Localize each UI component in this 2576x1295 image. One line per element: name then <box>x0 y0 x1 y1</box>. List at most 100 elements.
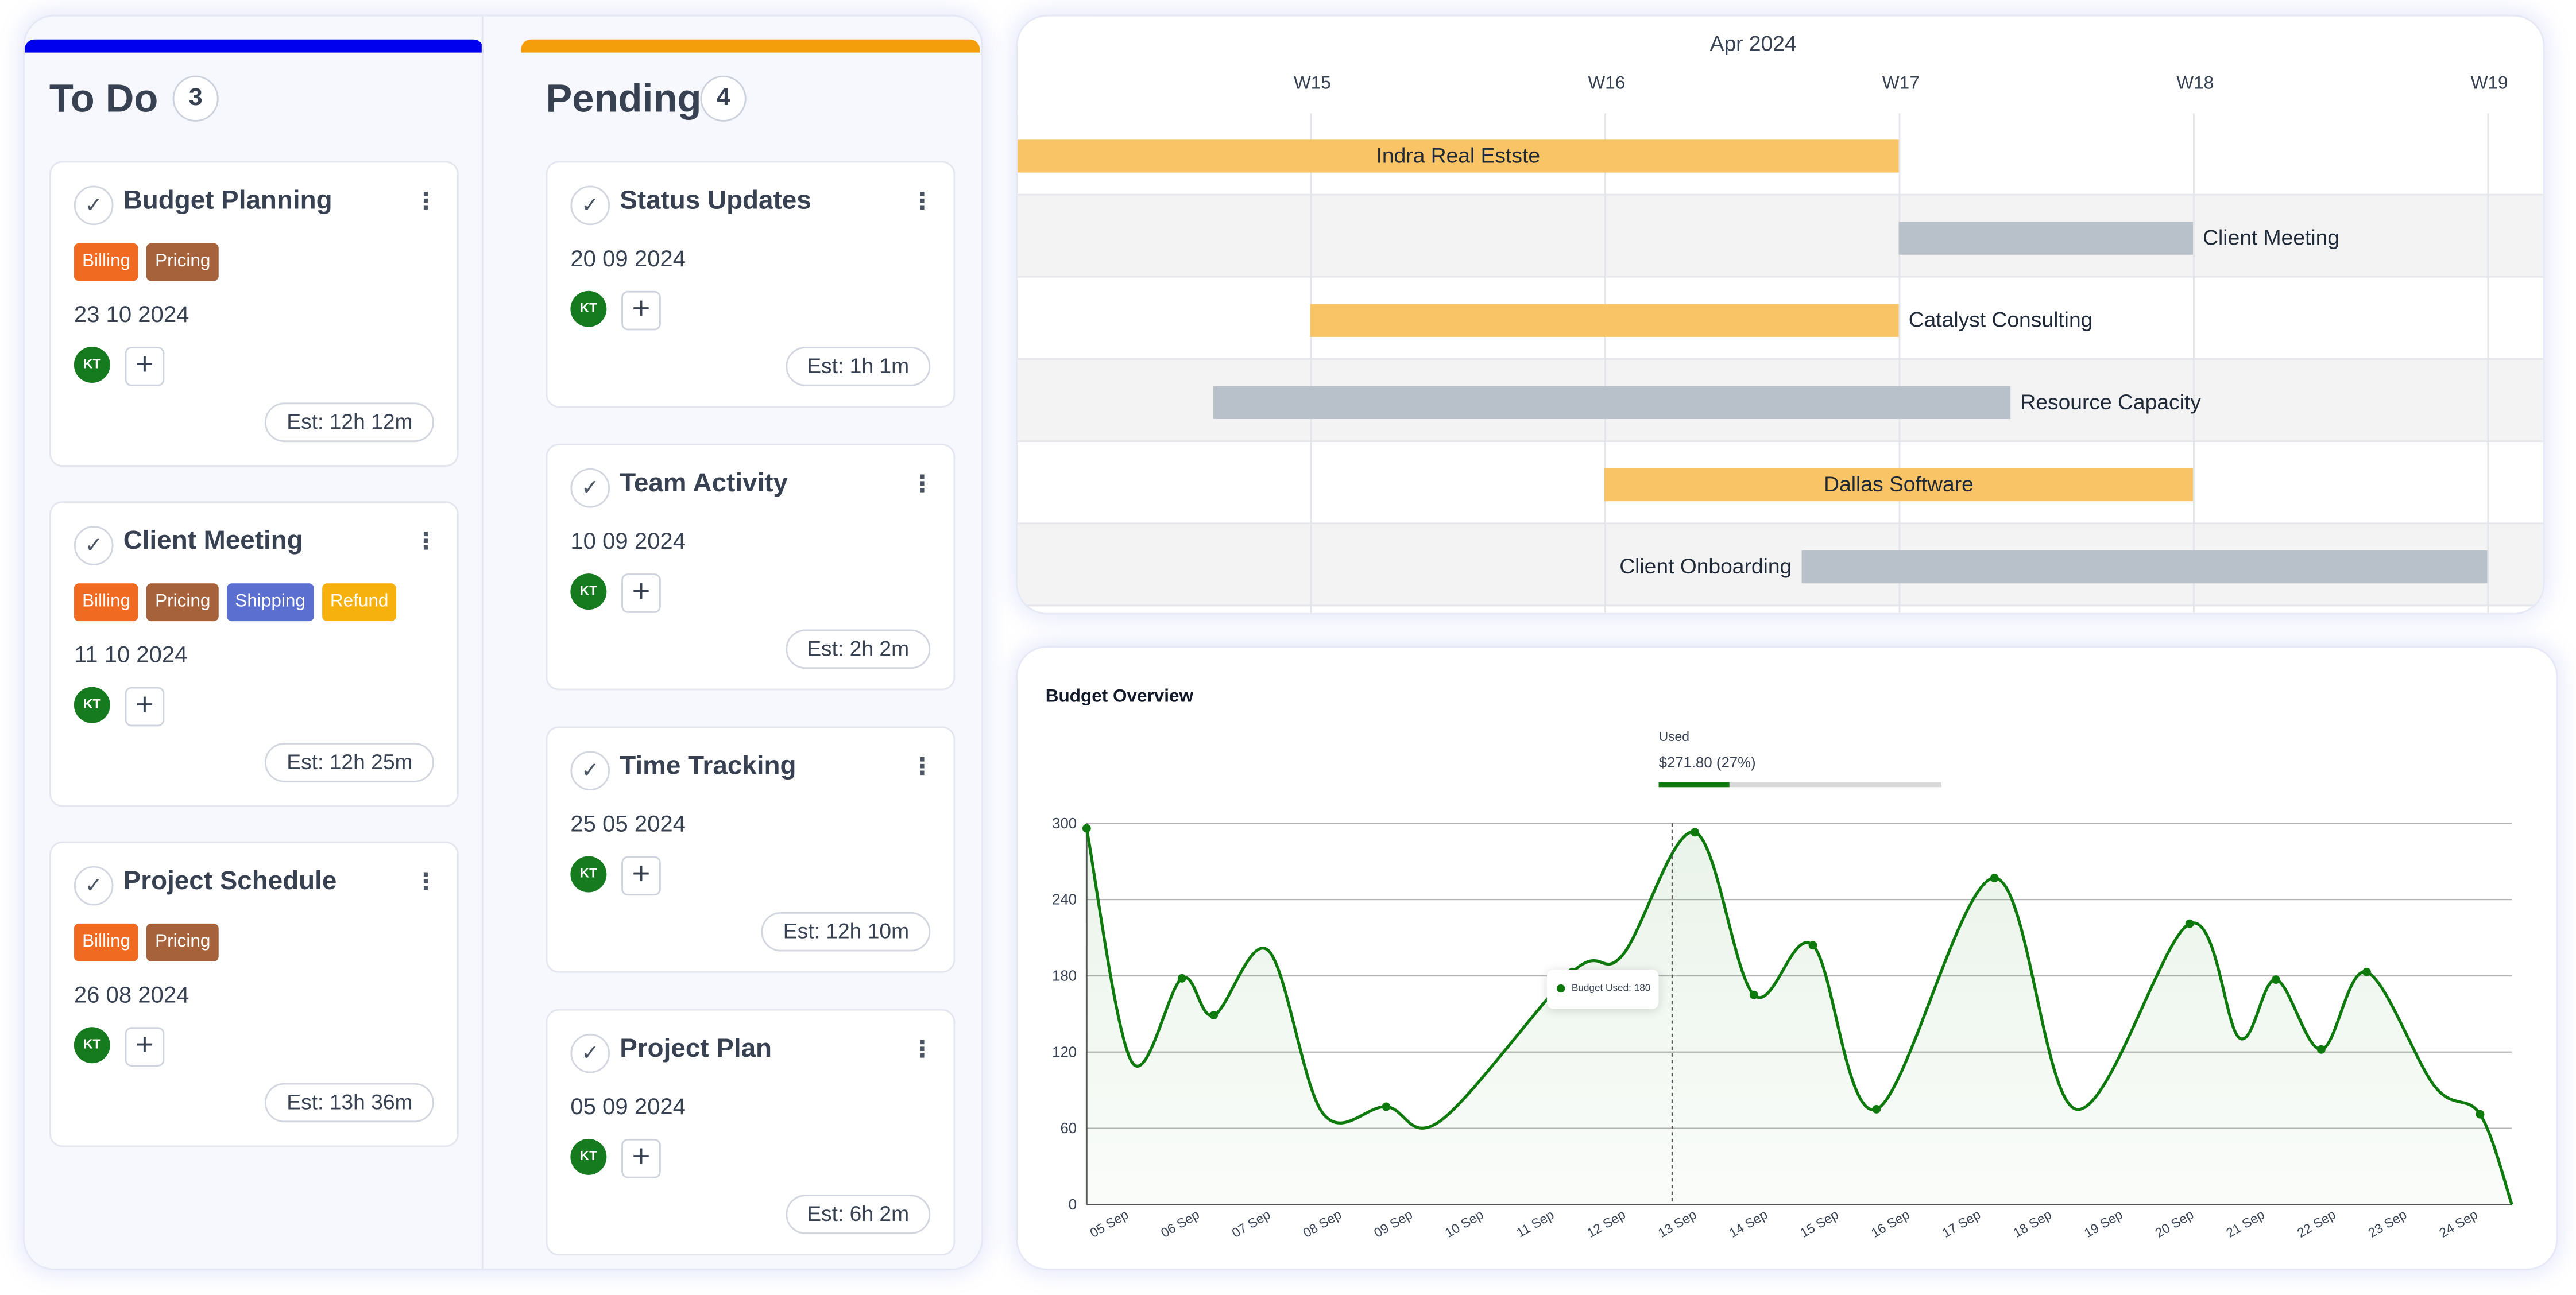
more-options-icon[interactable]: ⋮ <box>414 527 438 554</box>
gantt-task-label: Catalyst Consulting <box>1908 307 2093 332</box>
gantt-task-label: Client Onboarding <box>1619 553 1792 579</box>
x-tick-label: 15 Sep <box>1797 1207 1841 1240</box>
task-card[interactable]: ✓ Project Plan ⋮ 05 09 2024 KT + Est: 6h 2m <box>546 1009 956 1256</box>
data-point[interactable] <box>1082 824 1091 833</box>
check-icon[interactable]: ✓ <box>570 185 610 226</box>
add-assignee-button[interactable]: + <box>621 573 661 613</box>
gantt-chart: Apr 2024 W15 W16 W17 W18 W19 Indra Real Ests… <box>1018 16 2543 613</box>
estimate-pill: Est: 13h 36m <box>265 1083 434 1123</box>
data-point[interactable] <box>2362 967 2371 976</box>
gantt-row-divider <box>1018 193 2543 196</box>
task-card[interactable]: ✓ Client Meeting ⋮ Billing Pricing Shipping Re… <box>49 501 459 807</box>
tag-badge: Pricing <box>146 583 219 622</box>
gantt-task-bar[interactable] <box>1018 139 1899 173</box>
column-title: Pending <box>546 77 702 122</box>
check-icon[interactable]: ✓ <box>570 751 610 791</box>
data-point[interactable] <box>2185 919 2194 928</box>
add-assignee-button[interactable]: + <box>125 687 165 727</box>
add-assignee-button[interactable]: + <box>125 347 165 386</box>
more-options-icon[interactable]: ⋮ <box>910 753 934 779</box>
check-icon[interactable]: ✓ <box>74 866 114 906</box>
x-tick-label: 08 Sep <box>1300 1207 1344 1240</box>
gantt-task-bar[interactable] <box>1213 386 2011 420</box>
x-tick-label: 13 Sep <box>1656 1207 1699 1240</box>
card-date: 26 08 2024 <box>74 981 189 1007</box>
tag-badge: Shipping <box>227 583 314 622</box>
avatar[interactable]: KT <box>570 573 607 610</box>
estimate-pill: Est: 1h 1m <box>786 347 931 386</box>
data-point[interactable] <box>2476 1110 2485 1119</box>
tag-badge: Refund <box>322 583 397 622</box>
avatar[interactable]: KT <box>74 687 110 723</box>
used-value: $271.80 (27%) <box>1658 754 1756 771</box>
column-title: To Do <box>49 77 158 122</box>
tag-badge: Billing <box>74 243 139 281</box>
x-tick-label: 20 Sep <box>2152 1207 2196 1240</box>
x-tick-label: 14 Sep <box>1726 1207 1770 1240</box>
card-date: 10 09 2024 <box>570 527 686 554</box>
add-assignee-button[interactable]: + <box>125 1027 165 1067</box>
gantt-week-gridline <box>1898 113 1901 613</box>
column-count-badge: 4 <box>700 75 747 122</box>
y-tick-label: 300 <box>1052 816 1077 832</box>
tag-badge: Billing <box>74 923 139 961</box>
gantt-task-bar[interactable] <box>1801 550 2488 584</box>
x-tick-label: 24 Sep <box>2436 1207 2480 1240</box>
gantt-task-bar[interactable] <box>1310 304 1899 337</box>
data-point[interactable] <box>2271 975 2280 984</box>
gantt-task-bar[interactable] <box>1898 222 2193 255</box>
task-card[interactable]: ✓ Status Updates ⋮ 20 09 2024 KT + Est: 1h 1m <box>546 161 956 408</box>
x-tick-label: 22 Sep <box>2295 1207 2338 1240</box>
gantt-week-label: W18 <box>2176 73 2214 94</box>
x-tick-label: 11 Sep <box>1514 1207 1556 1240</box>
more-options-icon[interactable]: ⋮ <box>910 470 934 497</box>
data-point[interactable] <box>1749 990 1758 999</box>
estimate-pill: Est: 12h 25m <box>265 742 434 782</box>
gantt-task-label: Indra Real Estste <box>1376 143 1541 168</box>
avatar[interactable]: KT <box>570 856 607 893</box>
more-options-icon[interactable]: ⋮ <box>910 1035 934 1062</box>
tag-badge: Pricing <box>146 923 219 961</box>
task-card[interactable]: ✓ Project Schedule ⋮ Billing Pricing 26 08 20… <box>49 841 459 1147</box>
avatar[interactable]: KT <box>74 1027 110 1064</box>
card-title: Time Tracking <box>620 753 796 781</box>
avatar[interactable]: KT <box>570 290 607 327</box>
task-card[interactable]: ✓ Team Activity ⋮ 10 09 2024 KT + Est: 2h 2m <box>546 443 956 691</box>
card-title: Project Plan <box>620 1035 772 1064</box>
data-point[interactable] <box>1382 1102 1391 1111</box>
column-pending: Pending 4 ✓ Status Updates ⋮ 20 09 2024 KT + E… <box>521 17 980 1269</box>
x-tick-label: 10 Sep <box>1442 1207 1486 1240</box>
data-point[interactable] <box>1177 974 1186 983</box>
tooltip-text: Budget Used: 180 <box>1571 984 1651 994</box>
data-point[interactable] <box>1872 1104 1881 1114</box>
data-point[interactable] <box>1990 874 1999 882</box>
task-card[interactable]: ✓ Time Tracking ⋮ 25 05 2024 KT + Est: 12h 10m <box>546 726 956 973</box>
x-tick-label: 16 Sep <box>1869 1207 1912 1240</box>
task-card[interactable]: ✓ Budget Planning ⋮ Billing Pricing 23 10 202… <box>49 161 459 467</box>
add-assignee-button[interactable]: + <box>621 1138 661 1178</box>
column-divider <box>481 16 484 1269</box>
budget-line-chart[interactable]: 0 60 120 180 240 300 05 Sep 06 Sep 07 Sep 08 Sep 0… <box>1018 647 2556 1269</box>
data-point[interactable] <box>1808 941 1817 950</box>
data-point[interactable] <box>2316 1045 2326 1054</box>
card-title: Team Activity <box>620 470 788 498</box>
more-options-icon[interactable]: ⋮ <box>414 867 438 894</box>
check-icon[interactable]: ✓ <box>74 526 114 565</box>
more-options-icon[interactable]: ⋮ <box>414 187 438 214</box>
estimate-pill: Est: 12h 10m <box>761 912 931 952</box>
tag-badge: Billing <box>74 583 139 622</box>
avatar[interactable]: KT <box>74 347 110 383</box>
data-point[interactable] <box>1209 1011 1219 1020</box>
data-point[interactable] <box>1691 828 1699 837</box>
check-icon[interactable]: ✓ <box>74 185 114 226</box>
x-tick-label: 17 Sep <box>1939 1207 1983 1240</box>
gantt-task-bar[interactable] <box>1604 468 2193 502</box>
y-tick-label: 120 <box>1052 1044 1077 1060</box>
used-progress-track <box>1658 782 1941 788</box>
more-options-icon[interactable]: ⋮ <box>910 187 934 214</box>
check-icon[interactable]: ✓ <box>570 468 610 508</box>
add-assignee-button[interactable]: + <box>621 290 661 331</box>
add-assignee-button[interactable]: + <box>621 856 661 896</box>
check-icon[interactable]: ✓ <box>570 1033 610 1073</box>
avatar[interactable]: KT <box>570 1138 607 1175</box>
